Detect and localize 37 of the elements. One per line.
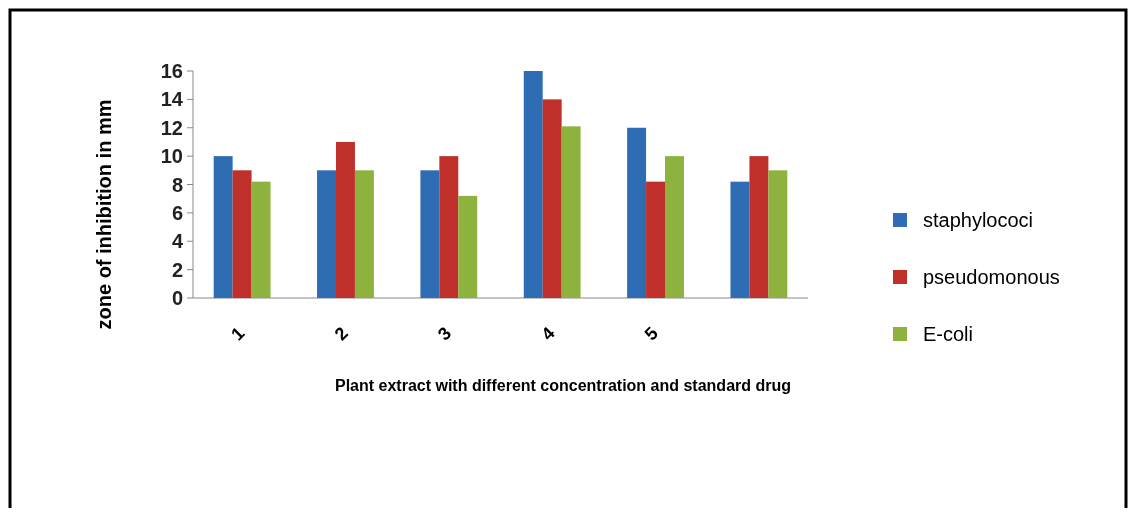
x-tick-label: 1 [227, 323, 249, 345]
bar [627, 127, 647, 298]
bar [213, 156, 233, 298]
y-tick-label: 4 [171, 230, 184, 253]
bar [646, 181, 666, 298]
bar [335, 141, 355, 298]
y-tick-label: 14 [160, 88, 184, 111]
y-tick-label: 2 [171, 258, 183, 281]
bar [749, 156, 769, 298]
bar [665, 156, 684, 298]
x-tick-label: 5 [640, 323, 662, 345]
y-tick-label: 0 [171, 287, 183, 309]
y-tick-label: 8 [171, 173, 183, 196]
legend-label: E-coli [923, 323, 974, 345]
bar [354, 170, 374, 298]
y-tick-label: 10 [160, 145, 183, 168]
x-tick-label: 4 [537, 323, 559, 345]
y-tick-label: 16 [160, 60, 183, 82]
bar [523, 71, 543, 298]
legend-label: pseudomonous [923, 266, 1060, 288]
y-tick-label: 6 [171, 201, 183, 224]
legend-label: staphylococi [923, 209, 1034, 231]
bar [251, 181, 271, 298]
bar [439, 156, 459, 298]
bar [317, 170, 336, 298]
bar [730, 181, 750, 298]
bar [768, 170, 788, 298]
bar [561, 126, 581, 298]
x-axis-title: Plant extract with different concentration and standard drug [334, 377, 792, 394]
y-tick-label: 12 [160, 116, 183, 139]
y-axis-title: zone of inhibition in mm [93, 99, 115, 330]
bar [420, 170, 440, 298]
bar [458, 195, 478, 298]
x-tick-label: 2 [330, 323, 352, 345]
bar [232, 170, 252, 298]
bar [542, 99, 562, 298]
x-tick-label: 3 [433, 323, 456, 345]
